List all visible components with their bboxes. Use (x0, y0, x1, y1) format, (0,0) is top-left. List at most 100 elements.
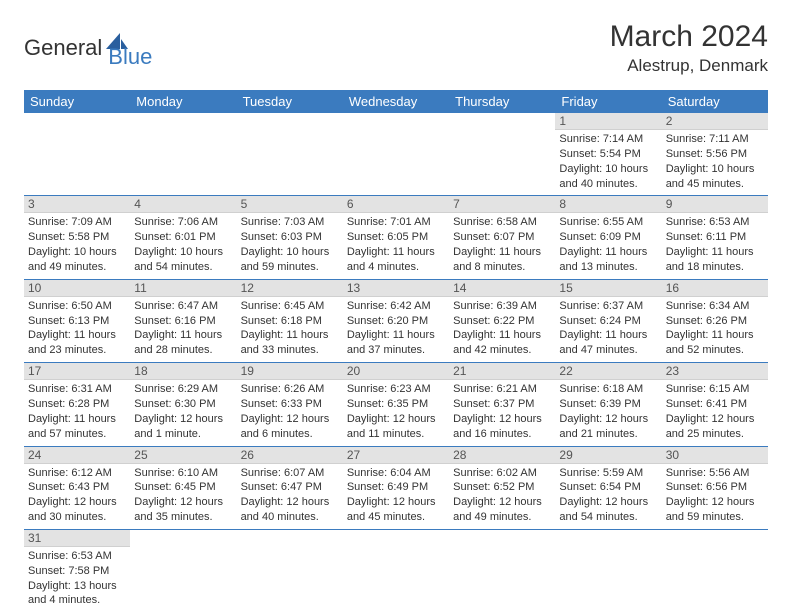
sunset-text: Sunset: 6:24 PM (559, 314, 657, 329)
daylight-text: and 30 minutes. (28, 510, 126, 525)
daylight-text: Daylight: 12 hours (241, 495, 339, 510)
day-number: 23 (662, 363, 768, 380)
sunset-text: Sunset: 6:39 PM (559, 397, 657, 412)
daylight-text: and 59 minutes. (241, 260, 339, 275)
day-number: 28 (449, 447, 555, 464)
daylight-text: and 59 minutes. (666, 510, 764, 525)
sunrise-text: Sunrise: 6:15 AM (666, 382, 764, 397)
month-title: March 2024 (610, 20, 768, 54)
sunset-text: Sunset: 6:05 PM (347, 230, 445, 245)
day-data: Sunrise: 7:14 AMSunset: 5:54 PMDaylight:… (555, 130, 661, 195)
weekday-header-row: Sunday Monday Tuesday Wednesday Thursday… (24, 90, 768, 113)
sunrise-text: Sunrise: 6:31 AM (28, 382, 126, 397)
daylight-text: Daylight: 11 hours (134, 328, 232, 343)
day-number: 14 (449, 280, 555, 297)
calendar-cell: 4Sunrise: 7:06 AMSunset: 6:01 PMDaylight… (130, 196, 236, 279)
calendar-cell: 24Sunrise: 6:12 AMSunset: 6:43 PMDayligh… (24, 446, 130, 529)
sunset-text: Sunset: 6:30 PM (134, 397, 232, 412)
calendar-cell: 12Sunrise: 6:45 AMSunset: 6:18 PMDayligh… (237, 279, 343, 362)
sunrise-text: Sunrise: 6:39 AM (453, 299, 551, 314)
calendar-row: 3Sunrise: 7:09 AMSunset: 5:58 PMDaylight… (24, 196, 768, 279)
daylight-text: and 37 minutes. (347, 343, 445, 358)
day-number: 11 (130, 280, 236, 297)
sunset-text: Sunset: 5:56 PM (666, 147, 764, 162)
daylight-text: and 8 minutes. (453, 260, 551, 275)
calendar-cell: 27Sunrise: 6:04 AMSunset: 6:49 PMDayligh… (343, 446, 449, 529)
sunrise-text: Sunrise: 7:03 AM (241, 215, 339, 230)
daylight-text: and 4 minutes. (347, 260, 445, 275)
calendar-row: 10Sunrise: 6:50 AMSunset: 6:13 PMDayligh… (24, 279, 768, 362)
sunset-text: Sunset: 6:20 PM (347, 314, 445, 329)
logo-text-blue: Blue (108, 26, 152, 70)
day-data: Sunrise: 6:39 AMSunset: 6:22 PMDaylight:… (449, 297, 555, 362)
sunrise-text: Sunrise: 6:53 AM (666, 215, 764, 230)
header: General Blue March 2024 Alestrup, Denmar… (24, 20, 768, 76)
sunset-text: Sunset: 6:33 PM (241, 397, 339, 412)
calendar-row: 24Sunrise: 6:12 AMSunset: 6:43 PMDayligh… (24, 446, 768, 529)
day-data: Sunrise: 6:47 AMSunset: 6:16 PMDaylight:… (130, 297, 236, 362)
sunrise-text: Sunrise: 6:23 AM (347, 382, 445, 397)
daylight-text: Daylight: 11 hours (241, 328, 339, 343)
day-number: 12 (237, 280, 343, 297)
day-number: 8 (555, 196, 661, 213)
day-data: Sunrise: 6:31 AMSunset: 6:28 PMDaylight:… (24, 380, 130, 445)
day-number: 29 (555, 447, 661, 464)
daylight-text: Daylight: 11 hours (453, 245, 551, 260)
calendar-row: 17Sunrise: 6:31 AMSunset: 6:28 PMDayligh… (24, 363, 768, 446)
calendar-cell: 16Sunrise: 6:34 AMSunset: 6:26 PMDayligh… (662, 279, 768, 362)
weekday-header: Sunday (24, 90, 130, 113)
sunset-text: Sunset: 6:52 PM (453, 480, 551, 495)
day-data: Sunrise: 6:53 AMSunset: 7:58 PMDaylight:… (24, 547, 130, 612)
daylight-text: and 35 minutes. (134, 510, 232, 525)
logo-text-general: General (24, 35, 102, 61)
day-data: Sunrise: 7:06 AMSunset: 6:01 PMDaylight:… (130, 213, 236, 278)
sunset-text: Sunset: 6:47 PM (241, 480, 339, 495)
calendar-cell: 8Sunrise: 6:55 AMSunset: 6:09 PMDaylight… (555, 196, 661, 279)
calendar-cell: 20Sunrise: 6:23 AMSunset: 6:35 PMDayligh… (343, 363, 449, 446)
day-number: 5 (237, 196, 343, 213)
daylight-text: Daylight: 10 hours (28, 245, 126, 260)
calendar-cell: 18Sunrise: 6:29 AMSunset: 6:30 PMDayligh… (130, 363, 236, 446)
calendar-cell (24, 113, 130, 196)
sunset-text: Sunset: 6:03 PM (241, 230, 339, 245)
daylight-text: and 54 minutes. (559, 510, 657, 525)
day-number: 31 (24, 530, 130, 547)
sunrise-text: Sunrise: 6:10 AM (134, 466, 232, 481)
calendar-cell (237, 113, 343, 196)
daylight-text: Daylight: 10 hours (666, 162, 764, 177)
calendar-cell: 25Sunrise: 6:10 AMSunset: 6:45 PMDayligh… (130, 446, 236, 529)
day-data: Sunrise: 5:59 AMSunset: 6:54 PMDaylight:… (555, 464, 661, 529)
sunrise-text: Sunrise: 7:09 AM (28, 215, 126, 230)
daylight-text: Daylight: 10 hours (134, 245, 232, 260)
daylight-text: Daylight: 11 hours (559, 245, 657, 260)
sunrise-text: Sunrise: 6:53 AM (28, 549, 126, 564)
day-number: 16 (662, 280, 768, 297)
calendar-cell: 26Sunrise: 6:07 AMSunset: 6:47 PMDayligh… (237, 446, 343, 529)
day-number: 7 (449, 196, 555, 213)
day-data: Sunrise: 7:01 AMSunset: 6:05 PMDaylight:… (343, 213, 449, 278)
daylight-text: Daylight: 12 hours (347, 412, 445, 427)
calendar-cell: 14Sunrise: 6:39 AMSunset: 6:22 PMDayligh… (449, 279, 555, 362)
sunset-text: Sunset: 6:11 PM (666, 230, 764, 245)
sunset-text: Sunset: 6:28 PM (28, 397, 126, 412)
day-data: Sunrise: 7:09 AMSunset: 5:58 PMDaylight:… (24, 213, 130, 278)
calendar-row: 1Sunrise: 7:14 AMSunset: 5:54 PMDaylight… (24, 113, 768, 196)
calendar-cell: 1Sunrise: 7:14 AMSunset: 5:54 PMDaylight… (555, 113, 661, 196)
day-data: Sunrise: 6:12 AMSunset: 6:43 PMDaylight:… (24, 464, 130, 529)
sunset-text: Sunset: 6:18 PM (241, 314, 339, 329)
sunset-text: Sunset: 6:45 PM (134, 480, 232, 495)
daylight-text: Daylight: 12 hours (453, 412, 551, 427)
calendar-cell: 2Sunrise: 7:11 AMSunset: 5:56 PMDaylight… (662, 113, 768, 196)
calendar-cell (662, 529, 768, 612)
day-data: Sunrise: 6:07 AMSunset: 6:47 PMDaylight:… (237, 464, 343, 529)
calendar-cell: 15Sunrise: 6:37 AMSunset: 6:24 PMDayligh… (555, 279, 661, 362)
sunset-text: Sunset: 5:58 PM (28, 230, 126, 245)
day-data: Sunrise: 6:37 AMSunset: 6:24 PMDaylight:… (555, 297, 661, 362)
daylight-text: and 13 minutes. (559, 260, 657, 275)
sunset-text: Sunset: 6:43 PM (28, 480, 126, 495)
sunrise-text: Sunrise: 6:04 AM (347, 466, 445, 481)
sunset-text: Sunset: 6:09 PM (559, 230, 657, 245)
calendar-row: 31Sunrise: 6:53 AMSunset: 7:58 PMDayligh… (24, 529, 768, 612)
weekday-header: Monday (130, 90, 236, 113)
sunset-text: Sunset: 6:56 PM (666, 480, 764, 495)
